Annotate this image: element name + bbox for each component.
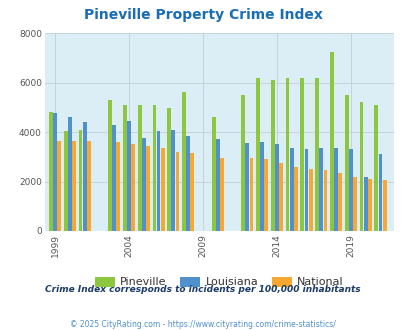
- Bar: [49, 112, 53, 231]
- Bar: [127, 121, 130, 231]
- Bar: [308, 169, 312, 231]
- Bar: [64, 131, 67, 231]
- Bar: [72, 141, 76, 231]
- Bar: [270, 80, 274, 231]
- Bar: [274, 145, 278, 231]
- Bar: [146, 146, 149, 231]
- Bar: [260, 142, 263, 231]
- Bar: [215, 139, 219, 231]
- Bar: [315, 78, 318, 231]
- Bar: [182, 92, 185, 231]
- Bar: [319, 148, 322, 231]
- Bar: [256, 78, 259, 231]
- Bar: [289, 148, 293, 231]
- Bar: [348, 149, 352, 231]
- Bar: [220, 158, 223, 231]
- Bar: [137, 105, 141, 231]
- Bar: [116, 142, 120, 231]
- Bar: [87, 141, 90, 231]
- Bar: [378, 154, 382, 231]
- Bar: [78, 130, 82, 231]
- Bar: [190, 153, 194, 231]
- Bar: [131, 145, 135, 231]
- Bar: [279, 163, 282, 231]
- Bar: [367, 179, 371, 231]
- Bar: [57, 141, 61, 231]
- Bar: [344, 95, 348, 231]
- Bar: [123, 105, 126, 231]
- Bar: [241, 95, 245, 231]
- Bar: [363, 177, 367, 231]
- Bar: [382, 180, 386, 231]
- Legend: Pineville, Louisiana, National: Pineville, Louisiana, National: [90, 272, 347, 292]
- Bar: [300, 78, 303, 231]
- Bar: [53, 114, 57, 231]
- Bar: [264, 159, 268, 231]
- Bar: [337, 173, 341, 231]
- Text: Pineville Property Crime Index: Pineville Property Crime Index: [83, 8, 322, 22]
- Bar: [333, 148, 337, 231]
- Bar: [249, 158, 253, 231]
- Bar: [83, 122, 86, 231]
- Bar: [323, 170, 326, 231]
- Bar: [112, 125, 116, 231]
- Bar: [359, 102, 362, 231]
- Bar: [304, 149, 308, 231]
- Bar: [175, 152, 179, 231]
- Bar: [329, 51, 333, 231]
- Bar: [293, 167, 297, 231]
- Bar: [245, 143, 249, 231]
- Bar: [68, 117, 72, 231]
- Text: © 2025 CityRating.com - https://www.cityrating.com/crime-statistics/: © 2025 CityRating.com - https://www.city…: [70, 320, 335, 329]
- Bar: [211, 117, 215, 231]
- Bar: [171, 130, 175, 231]
- Bar: [167, 109, 171, 231]
- Bar: [152, 105, 156, 231]
- Bar: [160, 148, 164, 231]
- Bar: [141, 138, 145, 231]
- Text: Crime Index corresponds to incidents per 100,000 inhabitants: Crime Index corresponds to incidents per…: [45, 285, 360, 294]
- Bar: [156, 131, 160, 231]
- Bar: [373, 105, 377, 231]
- Bar: [186, 136, 190, 231]
- Bar: [108, 100, 112, 231]
- Bar: [285, 78, 289, 231]
- Bar: [352, 177, 356, 231]
